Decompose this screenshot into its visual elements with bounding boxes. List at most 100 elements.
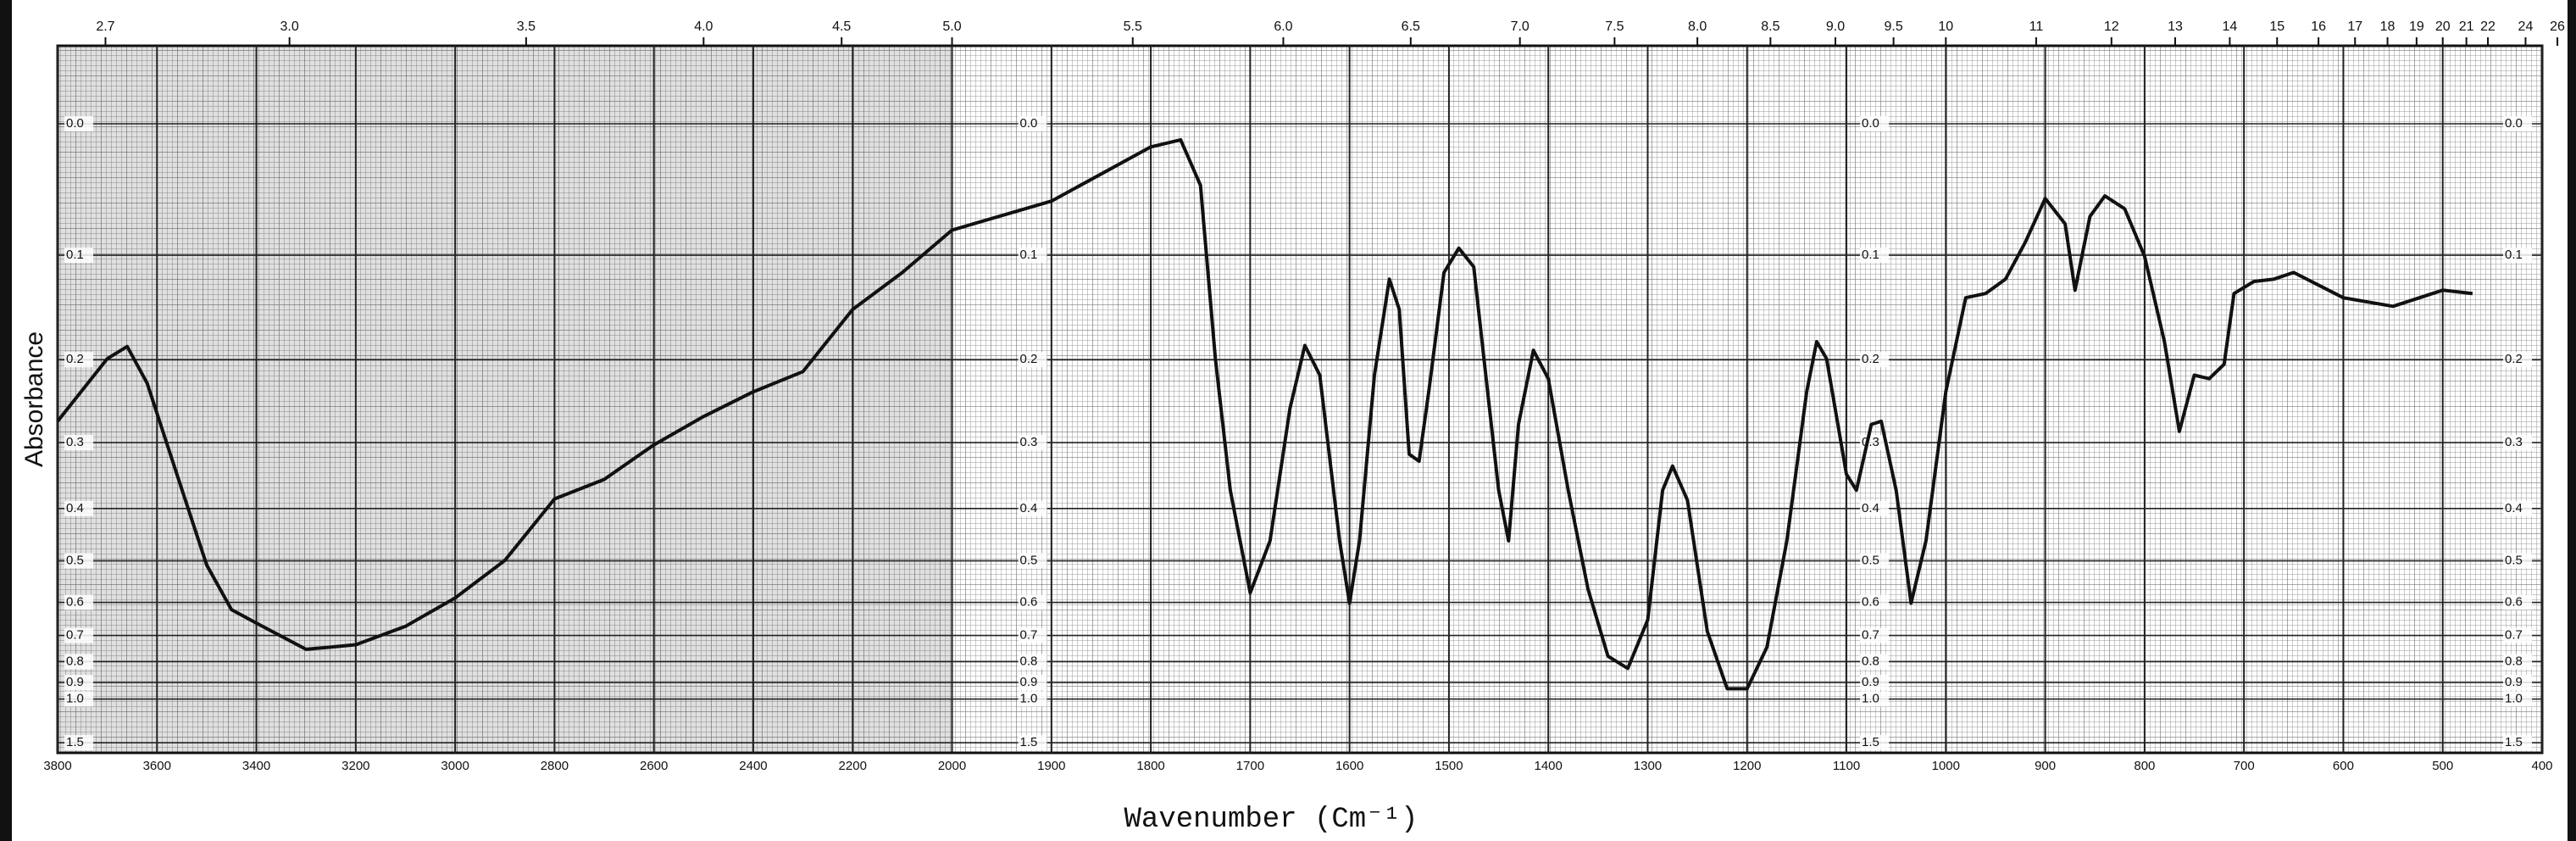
y-tick-label: 0.9	[2505, 675, 2523, 689]
shaded-region	[58, 46, 952, 753]
y-tick-label-bg	[64, 435, 93, 451]
y-tick-label-bg	[64, 691, 93, 707]
y-tick-label: 0.9	[1020, 675, 1038, 689]
top-tick-label: 18	[2380, 19, 2396, 34]
y-tick-label: 0.8	[66, 654, 84, 668]
x-tick-label: 1300	[1634, 759, 1662, 773]
top-tick-label: 3.5	[517, 19, 536, 34]
y-tick-label: 0.7	[66, 627, 84, 642]
y-tick-label-bg	[1018, 553, 1047, 569]
y-tick-label-bg	[1018, 500, 1047, 516]
x-tick-label: 1200	[1733, 759, 1761, 773]
x-tick-label: 500	[2432, 759, 2453, 773]
y-tick-label-bg	[1018, 735, 1047, 751]
y-tick-label: 0.1	[2505, 248, 2523, 262]
top-tick-label: 9.5	[1884, 19, 1902, 34]
y-tick-label: 1.0	[66, 692, 84, 706]
y-tick-label: 0.1	[66, 248, 84, 262]
x-tick-label: 1400	[1535, 759, 1563, 773]
x-tick-label: 400	[2531, 759, 2552, 773]
top-tick-label: 24	[2518, 19, 2534, 34]
scan-edge	[2568, 0, 2576, 841]
x-tick-label: 900	[2035, 759, 2056, 773]
y-tick-label-bg	[1860, 691, 1890, 707]
top-tick-label: 2.7	[96, 19, 114, 34]
y-tick-label: 0.3	[2505, 435, 2523, 449]
x-tick-label: 1100	[1833, 759, 1860, 773]
y-tick-label: 0.5	[2505, 553, 2523, 567]
y-tick-label: 0.3	[1020, 435, 1038, 449]
y-tick-label-bg	[2503, 735, 2532, 751]
y-tick-label-bg	[1860, 594, 1890, 610]
y-tick-label-bg	[2503, 594, 2532, 610]
y-tick-label: 0.6	[1862, 595, 1879, 610]
y-tick-label: 0.2	[1020, 352, 1038, 366]
y-tick-label-bg	[2503, 553, 2532, 569]
x-tick-label: 1800	[1136, 759, 1164, 773]
y-tick-label: 0.2	[2505, 352, 2523, 366]
y-tick-label-bg	[64, 500, 93, 516]
x-tick-label: 2400	[739, 759, 767, 773]
y-tick-label: 1.0	[1862, 692, 1879, 706]
top-tick-label: 7.5	[1605, 19, 1624, 34]
top-tick-label: 21	[2459, 19, 2474, 34]
y-tick-label: 1.0	[2505, 692, 2523, 706]
y-tick-label: 0.9	[66, 675, 84, 689]
scan-edge	[0, 0, 12, 841]
y-tick-label: 0.0	[1020, 116, 1038, 131]
y-tick-label: 0.7	[2505, 627, 2523, 642]
y-tick-label: 0.4	[2505, 501, 2523, 515]
top-tick-label: 6.0	[1274, 19, 1292, 34]
y-tick-label-bg	[1860, 115, 1890, 131]
y-tick-label-bg	[1860, 248, 1890, 264]
top-tick-label: 16	[2311, 19, 2326, 34]
y-tick-label-bg	[2503, 691, 2532, 707]
y-tick-label-bg	[64, 553, 93, 569]
y-tick-label-bg	[64, 675, 93, 691]
y-tick-label: 0.3	[1862, 435, 1879, 449]
y-tick-label: 0.8	[1862, 654, 1879, 668]
y-tick-label-bg	[64, 627, 93, 643]
y-tick-label: 0.6	[2505, 595, 2523, 610]
top-tick-label: 6.5	[1402, 19, 1420, 34]
y-tick-label: 0.8	[1020, 654, 1038, 668]
top-tick-label: 3.0	[280, 19, 299, 34]
y-tick-label: 0.8	[2505, 654, 2523, 668]
y-tick-label-bg	[64, 735, 93, 751]
top-tick-label: 26	[2550, 19, 2565, 34]
y-tick-label: 0.0	[1862, 116, 1879, 131]
y-tick-label: 1.5	[1862, 735, 1879, 749]
y-tick-label-bg	[1018, 627, 1047, 643]
y-tick-label: 1.5	[1020, 735, 1038, 749]
y-tick-label: 0.4	[66, 501, 84, 515]
y-tick-label: 0.7	[1862, 627, 1879, 642]
y-tick-label-bg	[1860, 627, 1890, 643]
x-tick-label: 1900	[1037, 759, 1065, 773]
y-tick-label-bg	[1018, 691, 1047, 707]
y-tick-label-bg	[1860, 352, 1890, 368]
y-tick-label: 0.5	[1020, 553, 1038, 567]
top-tick-label: 17	[2347, 19, 2362, 34]
y-tick-label-bg	[2503, 352, 2532, 368]
x-tick-label: 600	[2333, 759, 2354, 773]
x-tick-label: 1500	[1435, 759, 1463, 773]
x-tick-label: 3400	[242, 759, 270, 773]
top-tick-label: 4.5	[832, 19, 851, 34]
top-tick-label: 9.0	[1826, 19, 1845, 34]
y-tick-label-bg	[2503, 675, 2532, 691]
x-tick-label: 3600	[143, 759, 171, 773]
top-tick-label: 8.0	[1688, 19, 1707, 34]
y-tick-label: 0.1	[1020, 248, 1038, 262]
x-tick-label: 3800	[43, 759, 71, 773]
y-tick-label-bg	[1018, 594, 1047, 610]
top-tick-label: 7.0	[1511, 19, 1530, 34]
y-tick-label-bg	[2503, 500, 2532, 516]
y-tick-label: 0.0	[2505, 116, 2523, 131]
y-tick-label-bg	[2503, 654, 2532, 670]
y-tick-label: 0.2	[66, 352, 84, 366]
y-tick-label-bg	[64, 594, 93, 610]
y-tick-label-bg	[1860, 553, 1890, 569]
top-tick-label: 14	[2223, 19, 2238, 34]
y-tick-label: 0.4	[1020, 501, 1038, 515]
